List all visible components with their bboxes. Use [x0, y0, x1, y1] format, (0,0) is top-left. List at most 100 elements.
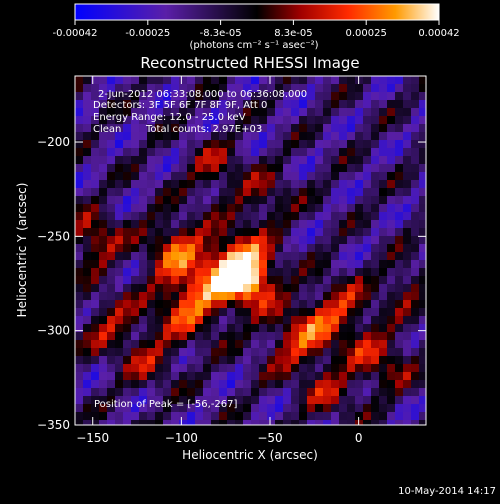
- heatmap-cell: [363, 132, 372, 141]
- heatmap-cell: [331, 244, 340, 253]
- heatmap-cell: [355, 412, 364, 421]
- heatmap-cell: [259, 356, 268, 365]
- heatmap-cell: [163, 100, 172, 109]
- heatmap-cell: [363, 260, 372, 269]
- heatmap-cell: [387, 380, 396, 389]
- date-stamp: 10-May-2014 14:17: [398, 486, 496, 497]
- heatmap-cell: [315, 76, 324, 85]
- heatmap-cell: [323, 308, 332, 317]
- heatmap-cell: [291, 252, 300, 261]
- heatmap-cell: [259, 412, 268, 421]
- heatmap-cell: [251, 300, 260, 309]
- heatmap-cell: [99, 212, 108, 221]
- heatmap-cell: [315, 156, 324, 165]
- heatmap-cell: [171, 204, 180, 213]
- heatmap-cell: [131, 180, 140, 189]
- heatmap-cell: [91, 324, 100, 333]
- heatmap-cell: [211, 364, 220, 373]
- heatmap-cell: [299, 180, 308, 189]
- heatmap-cell: [179, 260, 188, 269]
- heatmap-cell: [275, 356, 284, 365]
- heatmap-cell: [211, 276, 220, 285]
- heatmap-cell: [179, 148, 188, 157]
- heatmap-cell: [131, 156, 140, 165]
- heatmap-cell: [331, 124, 340, 133]
- heatmap-cell: [147, 188, 156, 197]
- heatmap-cell: [235, 268, 244, 277]
- heatmap-cell: [251, 220, 260, 229]
- heatmap-cell: [227, 124, 236, 133]
- heatmap-cell: [323, 364, 332, 373]
- heatmap-cell: [419, 76, 426, 85]
- heatmap-cell: [411, 228, 420, 237]
- heatmap-cell: [99, 196, 108, 205]
- heatmap-cell: [355, 100, 364, 109]
- heatmap-cell: [387, 396, 396, 405]
- heatmap-cell: [99, 260, 108, 269]
- heatmap-cell: [299, 364, 308, 373]
- heatmap-cell: [315, 212, 324, 221]
- heatmap-cell: [219, 396, 228, 405]
- heatmap-cell: [299, 396, 308, 405]
- heatmap-cell: [139, 260, 148, 269]
- heatmap-cell: [251, 316, 260, 325]
- heatmap-cell: [419, 284, 426, 293]
- heatmap-cell: [315, 396, 324, 405]
- heatmap-cell: [243, 276, 252, 285]
- heatmap-cell: [115, 244, 124, 253]
- heatmap-cell: [387, 412, 396, 421]
- heatmap-cell: [379, 92, 388, 101]
- heatmap-cell: [299, 324, 308, 333]
- heatmap-cell: [83, 300, 92, 309]
- heatmap-cell: [323, 420, 332, 425]
- heatmap-cell: [131, 380, 140, 389]
- heatmap-cell: [307, 260, 316, 269]
- heatmap-cell: [299, 172, 308, 181]
- heatmap-cell: [339, 412, 348, 421]
- heatmap-cell: [139, 244, 148, 253]
- heatmap-cell: [171, 276, 180, 285]
- heatmap-cell: [419, 332, 426, 341]
- heatmap-cell: [291, 156, 300, 165]
- heatmap-cell: [395, 92, 404, 101]
- heatmap-cell: [403, 84, 412, 93]
- heatmap-cell: [99, 404, 108, 413]
- heatmap-cell: [131, 172, 140, 181]
- heatmap-cell: [115, 228, 124, 237]
- heatmap-cell: [267, 164, 276, 173]
- heatmap-cell: [395, 140, 404, 149]
- heatmap-cell: [83, 140, 92, 149]
- colorbar-tick-label: 0.00042: [418, 28, 459, 39]
- heatmap-cell: [187, 420, 196, 425]
- heatmap-cell: [227, 332, 236, 341]
- heatmap-cell: [363, 140, 372, 149]
- heatmap-cell: [347, 148, 356, 157]
- heatmap-cell: [139, 372, 148, 381]
- heatmap-cell: [227, 132, 236, 141]
- heatmap-cell: [83, 84, 92, 93]
- heatmap-cell: [355, 116, 364, 125]
- heatmap-cell: [155, 292, 164, 301]
- heatmap-cell: [283, 172, 292, 181]
- heatmap-cell: [403, 244, 412, 253]
- heatmap-cell: [323, 164, 332, 173]
- heatmap-cell: [267, 156, 276, 165]
- heatmap-cell: [419, 380, 426, 389]
- heatmap-cell: [411, 204, 420, 213]
- heatmap-cell: [251, 332, 260, 341]
- heatmap-cell: [91, 108, 100, 117]
- heatmap-cell: [379, 132, 388, 141]
- heatmap-cell: [307, 324, 316, 333]
- heatmap-cell: [99, 228, 108, 237]
- heatmap-cell: [163, 388, 172, 397]
- heatmap-cell: [91, 260, 100, 269]
- heatmap-cell: [163, 364, 172, 373]
- heatmap-cell: [131, 420, 140, 425]
- heatmap-cell: [379, 124, 388, 133]
- heatmap-cell: [147, 212, 156, 221]
- heatmap-cell: [139, 316, 148, 325]
- heatmap-cell: [395, 124, 404, 133]
- heatmap-cell: [211, 100, 220, 109]
- heatmap-cell: [219, 340, 228, 349]
- heatmap-cell: [195, 140, 204, 149]
